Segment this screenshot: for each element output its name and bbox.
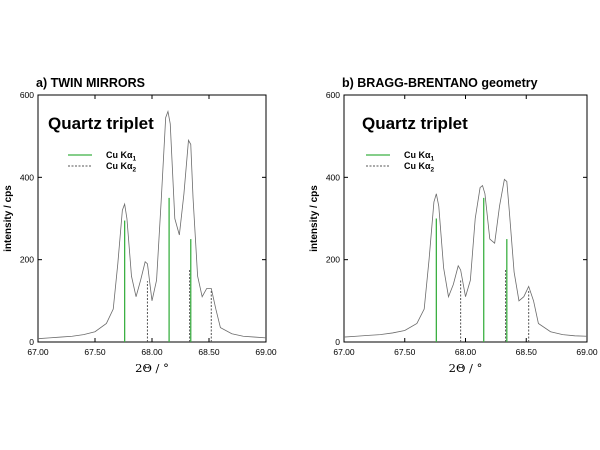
chart-annotation: Quartz triplet [362,114,468,133]
x-axis-label: 2Θ / ° [135,361,169,375]
x-axis-label: 2Θ / ° [449,361,483,375]
y-tick-label: 200 [20,255,34,265]
y-tick-label: 400 [20,172,34,182]
y-tick-label: 0 [335,337,340,347]
x-tick-label: 67.50 [84,347,106,357]
y-tick-label: 600 [20,90,34,100]
y-tick-label: 600 [326,90,340,100]
y-tick-label: 400 [326,172,340,182]
x-tick-label: 69.00 [576,347,598,357]
x-tick-label: 68.50 [198,347,220,357]
chart-title: b) BRAGG-BRENTANO geometry [342,76,538,90]
legend-label-kalpha2: Cu Kα2 [404,161,435,174]
y-tick-label: 200 [326,255,340,265]
intensity-curve [37,109,267,340]
chart-panel-b: b) BRAGG-BRENTANO geometry 0 200 400 600 67.0… [309,76,598,375]
chart-annotation: Quartz triplet [48,114,154,133]
x-tick-label: 68.00 [141,347,163,357]
x-tick-label: 69.00 [255,347,277,357]
x-tick-label: 67.00 [27,347,49,357]
chart-panel-a: a) TWIN MIRRORS 0 200 400 600 67.00 67.50 68.00… [3,76,277,375]
legend-label-kalpha2: Cu Kα2 [106,161,137,174]
legend-label-kalpha1: Cu Kα1 [106,150,137,163]
y-axis-label: intensity / cps [309,185,320,252]
chart-title: a) TWIN MIRRORS [36,76,145,90]
x-tick-label: 67.00 [333,347,355,357]
y-axis-label: intensity / cps [3,185,14,252]
intensity-curve [343,178,588,338]
x-tick-label: 68.50 [516,347,538,357]
y-tick-label: 0 [29,337,34,347]
x-tick-label: 67.50 [394,347,416,357]
legend-label-kalpha1: Cu Kα1 [404,150,435,163]
x-tick-label: 68.00 [455,347,477,357]
